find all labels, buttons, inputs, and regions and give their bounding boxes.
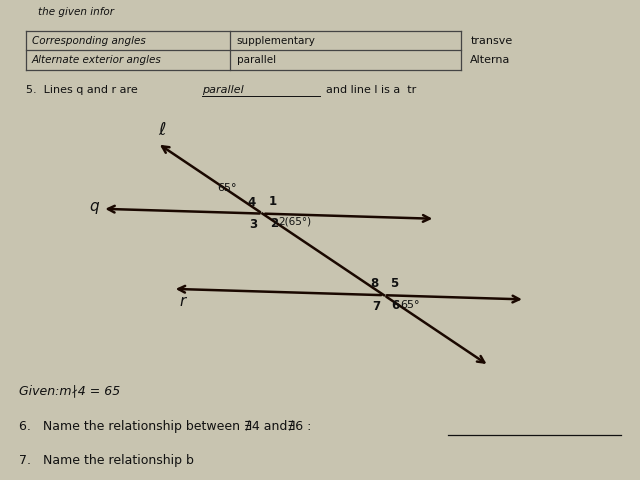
Text: 6.   Name the relationship between ∄4 and∄6 :: 6. Name the relationship between ∄4 and∄…	[19, 420, 312, 433]
Text: Alterna: Alterna	[470, 55, 511, 65]
Text: 8: 8	[371, 277, 379, 290]
Text: q: q	[90, 199, 99, 214]
Text: 4: 4	[248, 196, 256, 209]
Text: 2: 2	[270, 217, 278, 230]
Text: parallel: parallel	[202, 85, 243, 95]
Text: Alternate exterior angles: Alternate exterior angles	[32, 55, 162, 65]
Text: supplementary: supplementary	[237, 36, 316, 46]
Text: and line l is a  tr: and line l is a tr	[326, 85, 417, 95]
Text: parallel: parallel	[237, 55, 276, 65]
Text: the given infor: the given infor	[38, 7, 115, 17]
Text: Corresponding angles: Corresponding angles	[32, 36, 146, 46]
Text: 65°: 65°	[218, 183, 237, 193]
Text: r: r	[179, 294, 186, 309]
Text: 5: 5	[390, 277, 399, 290]
Text: $\ell$: $\ell$	[158, 121, 167, 139]
Text: transve: transve	[470, 36, 513, 46]
Text: 2(65°): 2(65°)	[278, 216, 312, 227]
Text: 7.   Name the relationship b: 7. Name the relationship b	[19, 454, 194, 467]
Text: 3: 3	[249, 218, 257, 231]
Text: 65°: 65°	[401, 300, 420, 310]
Text: Given:m∤4 = 65: Given:m∤4 = 65	[19, 384, 120, 397]
Text: 7: 7	[372, 300, 380, 313]
Text: 5.  Lines q and r are: 5. Lines q and r are	[26, 85, 141, 95]
Text: 1: 1	[269, 195, 277, 208]
Text: 6: 6	[392, 299, 400, 312]
